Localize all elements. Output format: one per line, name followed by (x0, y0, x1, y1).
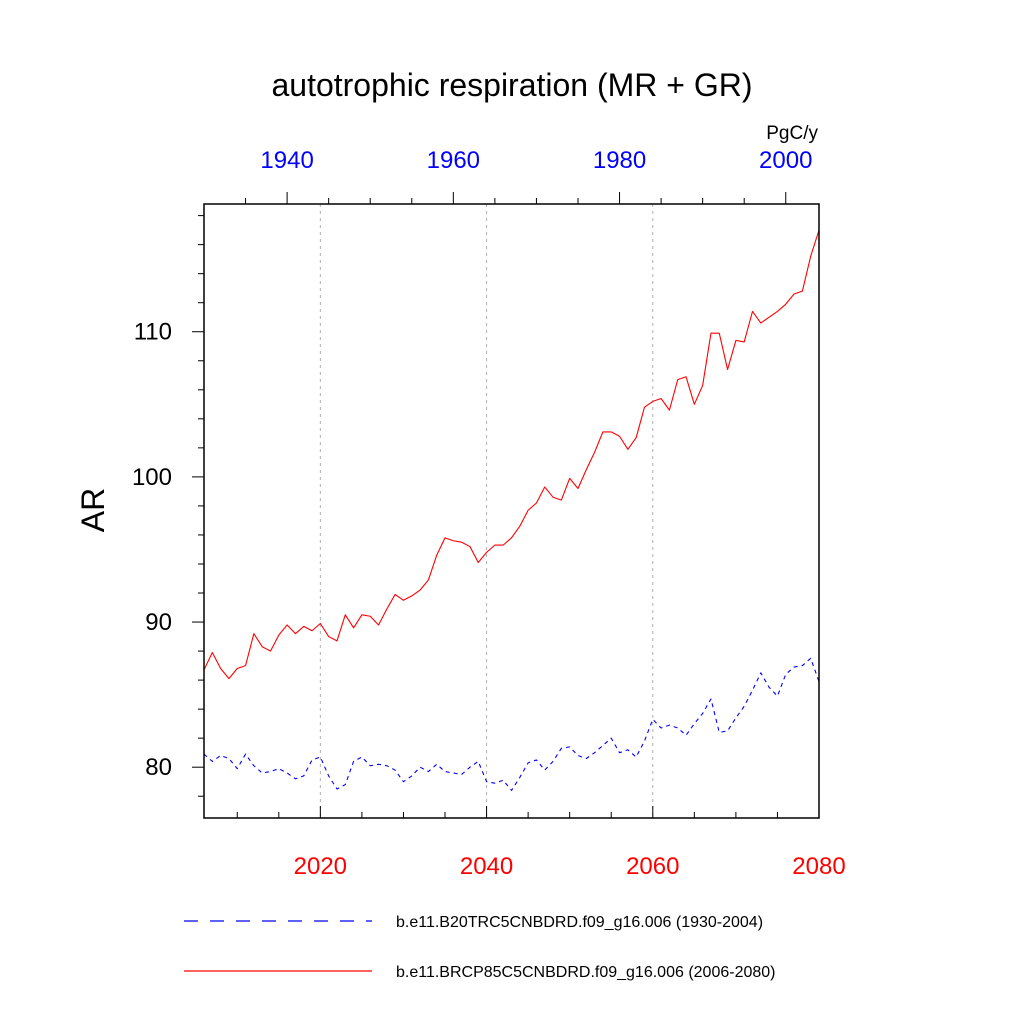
top-tick-label: 1940 (260, 147, 313, 174)
top-tick-label: 1960 (427, 147, 480, 174)
y-tick-label: 110 (134, 319, 172, 346)
y-tick-label: 80 (145, 754, 172, 781)
bottom-tick-label: 2040 (460, 853, 513, 880)
bottom-tick-label: 2080 (792, 853, 845, 880)
y-tick-label: 90 (145, 609, 172, 636)
series-line-rcp85 (203, 229, 820, 680)
legend-label-historical: b.e11.B20TRC5CNBDRD.f09_g16.006 (1930-20… (396, 914, 763, 931)
series-lines (203, 229, 820, 791)
bottom-tick-label: 2060 (626, 853, 679, 880)
y-tick-label: 100 (132, 464, 172, 491)
chart-title: autotrophic respiration (MR + GR) (271, 67, 752, 103)
legend-label-rcp85: b.e11.BRCP85C5CNBDRD.f09_g16.006 (2006-2… (396, 964, 775, 981)
grid-lines (319, 204, 654, 818)
top-tick-label: 2000 (759, 147, 812, 174)
tick-labels: 2020 2040 2060 2080 1940 1960 1980 2000 80 90 100 1… (132, 147, 846, 880)
series-line-historical (203, 657, 820, 791)
units-label: PgC/y (766, 123, 818, 144)
y-axis-label: AR (75, 488, 111, 532)
top-tick-label: 1980 (593, 147, 646, 174)
plot-frame (203, 203, 820, 819)
legend: b.e11.B20TRC5CNBDRD.f09_g16.006 (1930-20… (184, 914, 775, 981)
axis-ticks (192, 192, 820, 818)
bottom-tick-label: 2020 (294, 853, 347, 880)
